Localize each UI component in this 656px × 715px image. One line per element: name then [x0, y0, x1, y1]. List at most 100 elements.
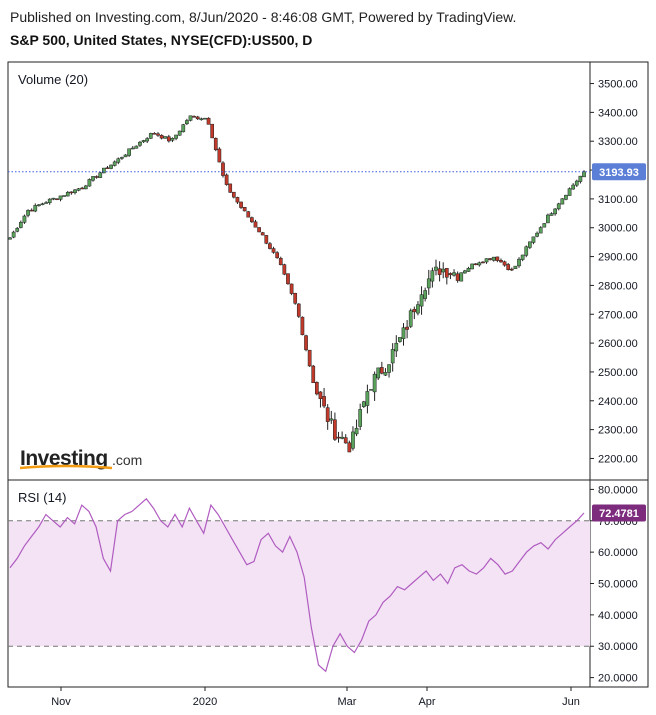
candle-body — [495, 256, 500, 261]
candle-body — [26, 210, 30, 216]
price-axis-label: 3400.00 — [598, 107, 638, 119]
candle-body — [203, 117, 207, 120]
candle-body — [55, 198, 59, 200]
candle-body — [282, 264, 287, 275]
candle-body — [365, 391, 370, 406]
candle-body — [527, 241, 532, 248]
candle-body — [159, 135, 164, 139]
candle-body — [311, 365, 316, 384]
candle-body — [163, 136, 168, 139]
candle-body — [152, 133, 157, 135]
candle-body — [130, 147, 135, 150]
candle-body — [430, 270, 435, 282]
candle-body — [333, 419, 337, 440]
candle-body — [408, 310, 413, 327]
candle-body — [235, 197, 240, 203]
investing-logo: Investing .com — [19, 447, 142, 470]
candle-body — [94, 176, 99, 178]
candle-body — [224, 174, 229, 185]
candle-body — [351, 431, 355, 449]
candle-body — [448, 273, 453, 276]
candle-body — [542, 223, 547, 228]
candle-body — [80, 187, 85, 190]
rsi-last-badge-bg — [592, 504, 646, 522]
candle-body — [98, 172, 103, 178]
candle-body — [188, 115, 193, 121]
candle-body — [47, 198, 52, 204]
axis-group: 3500.003400.003300.003200.003100.003000.… — [51, 79, 638, 708]
candle-body — [91, 176, 95, 181]
candle-body — [148, 133, 153, 139]
candle-body — [488, 258, 492, 260]
candle-body — [546, 214, 550, 224]
candle-body — [459, 272, 464, 282]
price-axis-label: 3300.00 — [598, 136, 638, 148]
candle-body — [361, 401, 366, 408]
candle-body — [477, 262, 482, 266]
candle-body — [123, 154, 128, 158]
candle-body — [553, 208, 557, 215]
candle-body — [174, 134, 178, 139]
candle-body — [531, 236, 536, 243]
candle-body — [499, 259, 503, 263]
candle-body — [517, 258, 521, 267]
last-price-badge-text: 3193.93 — [599, 167, 639, 179]
candle-body — [213, 137, 218, 151]
candle-body — [347, 442, 352, 453]
candle-body — [564, 194, 568, 200]
rsi-axis-label: 20.0000 — [598, 673, 638, 685]
candle-body — [441, 268, 446, 273]
candle-body — [491, 256, 496, 261]
candle-body — [340, 436, 344, 439]
candle-body — [102, 167, 106, 174]
candle-body — [33, 205, 38, 212]
candle-body — [87, 179, 92, 187]
candle-body — [455, 273, 460, 281]
candle-body — [502, 261, 507, 266]
candle-body — [560, 198, 565, 205]
rsi-last-badge: 72.4781 — [592, 504, 646, 522]
candle-body — [513, 265, 518, 270]
time-axis-label: Nov — [51, 696, 71, 708]
price-axis-label: 2400.00 — [598, 396, 638, 408]
last-price-badge-bg — [592, 163, 646, 181]
candle-body — [195, 116, 200, 120]
candle-body — [470, 263, 474, 270]
candle-body — [15, 228, 20, 232]
candle-body — [484, 258, 489, 263]
candle-body — [343, 437, 348, 444]
candle-body — [405, 326, 409, 330]
candle-body — [444, 268, 449, 278]
candle-body — [426, 278, 431, 289]
candle-body — [473, 263, 478, 266]
candle-body — [582, 171, 586, 178]
rsi-axis-label: 30.0000 — [598, 641, 638, 653]
candle-body — [112, 161, 117, 166]
price-axis-label: 3100.00 — [598, 194, 638, 206]
candle-body — [62, 195, 67, 197]
rsi-band — [9, 520, 590, 647]
price-axis-label: 2700.00 — [598, 309, 638, 321]
candle-body — [257, 227, 261, 233]
candle-body — [268, 243, 272, 249]
time-axis-label: Mar — [338, 696, 357, 708]
candle-body — [549, 213, 554, 216]
candle-body — [177, 130, 182, 136]
candle-body — [278, 257, 283, 266]
candle-body — [318, 391, 323, 399]
price-axis-label: 2900.00 — [598, 252, 638, 264]
candle-body — [109, 164, 113, 169]
price-axis-label: 2800.00 — [598, 280, 638, 292]
candle-body — [556, 203, 561, 210]
candle-body — [239, 201, 243, 208]
candle-body — [466, 268, 471, 272]
rsi-line — [9, 497, 585, 673]
candle-body — [253, 221, 258, 228]
candle-body — [571, 184, 576, 190]
candle-body — [141, 140, 146, 143]
candle-body — [76, 188, 81, 191]
candle-body — [246, 211, 251, 218]
candle-body — [416, 304, 420, 314]
